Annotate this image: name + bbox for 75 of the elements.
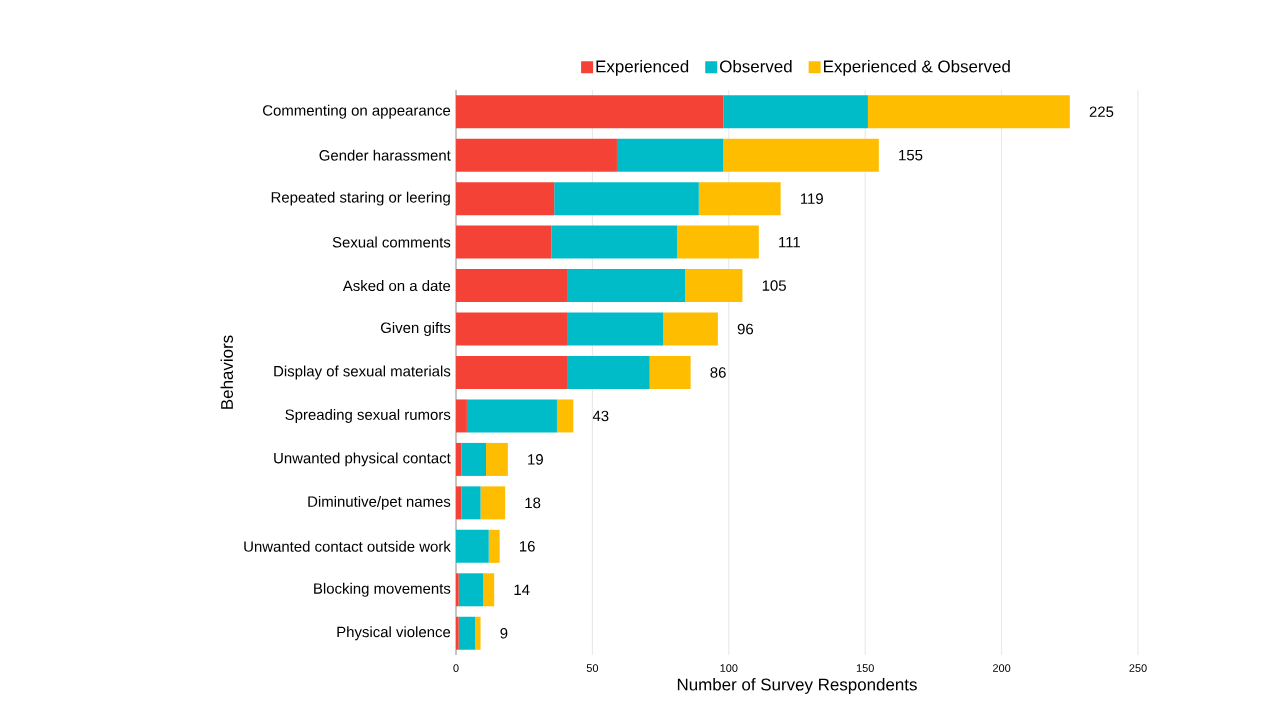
bar <box>456 442 462 476</box>
x-tick-label: 0 <box>453 664 459 672</box>
total-label: 155 <box>899 149 923 161</box>
y-tick-label: Repeated staring or leering <box>271 191 450 206</box>
y-tick-label: Commenting on appearance <box>263 104 451 119</box>
bar <box>567 355 650 389</box>
bar <box>456 269 568 303</box>
legend-label: Observed <box>720 59 792 73</box>
total-label: 19 <box>528 454 543 465</box>
total-label: 18 <box>525 497 541 509</box>
bar <box>456 312 568 346</box>
bar <box>456 138 617 172</box>
bar <box>456 95 724 129</box>
bar <box>723 138 879 172</box>
total-label: 119 <box>800 193 823 204</box>
total-label: 43 <box>592 410 609 422</box>
bar <box>483 573 495 607</box>
total-label: 111 <box>779 236 800 248</box>
bar <box>461 486 481 520</box>
y-axis-title: Behaviors <box>220 335 233 409</box>
bar <box>551 225 677 259</box>
x-tick-label: 200 <box>993 664 1011 672</box>
bar <box>456 486 462 520</box>
bar <box>685 269 743 303</box>
total-label: 105 <box>762 280 786 291</box>
y-tick-label: Unwanted contact outside work <box>244 540 451 552</box>
bar <box>723 95 868 129</box>
bar <box>556 399 574 433</box>
x-tick-label: 50 <box>586 664 599 672</box>
bar <box>456 573 459 607</box>
y-tick-label: Display of sexual materials <box>274 365 451 380</box>
bar <box>456 399 467 433</box>
bar <box>456 529 489 563</box>
bar <box>480 486 506 520</box>
total-label: 86 <box>710 367 726 378</box>
bar <box>649 355 691 389</box>
legend-label: Experienced <box>596 59 689 76</box>
y-tick-label: Diminutive/pet names <box>308 495 451 510</box>
bar <box>456 616 459 650</box>
total-label: 9 <box>500 627 508 639</box>
bar <box>676 225 759 259</box>
bar <box>458 616 476 650</box>
total-label: 96 <box>737 323 754 335</box>
x-tick-label: 150 <box>856 664 874 672</box>
bar <box>475 616 481 650</box>
y-tick-label: Blocking movements <box>314 582 451 597</box>
bar <box>466 399 557 433</box>
bar <box>456 355 568 389</box>
bar <box>456 182 555 216</box>
bar <box>488 529 500 563</box>
y-tick-label: Given gifts <box>380 322 451 336</box>
y-tick-label: Asked on a date <box>342 280 451 292</box>
x-tick-label: 250 <box>1129 664 1147 672</box>
bar <box>567 312 664 346</box>
y-tick-label: Unwanted physical contact <box>274 452 451 467</box>
bar <box>461 442 487 476</box>
y-tick-label: Spreading sexual rumors <box>285 408 451 423</box>
y-tick-label: Physical violence <box>337 626 451 641</box>
y-tick-label: Sexual comments <box>332 236 451 248</box>
bar <box>554 182 699 216</box>
bar <box>458 573 484 607</box>
bar <box>663 312 718 346</box>
bar <box>486 442 508 476</box>
bar <box>456 225 552 259</box>
bar <box>567 269 686 303</box>
bar <box>698 182 781 216</box>
bar <box>616 138 724 172</box>
total-label: 16 <box>519 541 535 552</box>
x-axis-title: Number of Survey Respondents <box>677 678 917 694</box>
total-label: 225 <box>1089 106 1114 117</box>
legend-label: Experienced & Observed <box>824 59 1010 76</box>
y-tick-label: Gender harassment <box>319 149 451 161</box>
bar <box>867 95 1070 129</box>
x-tick-label: 100 <box>720 664 738 672</box>
total-label: 14 <box>514 584 530 595</box>
